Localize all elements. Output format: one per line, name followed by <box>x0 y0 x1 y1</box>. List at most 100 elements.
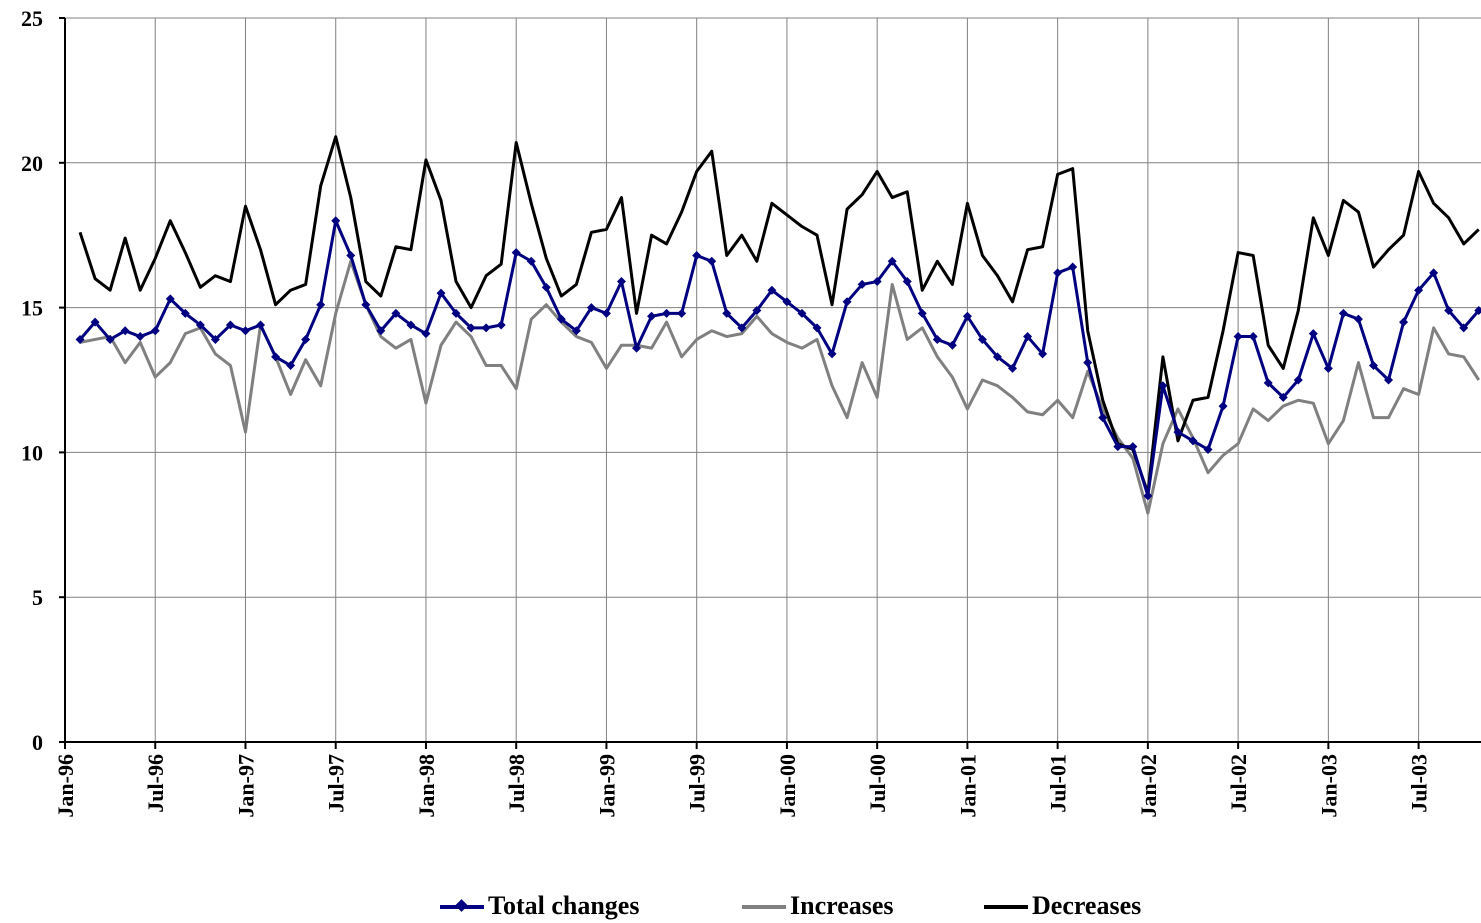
data-point-total-changes <box>1429 268 1439 278</box>
legend-item-increases: Increases <box>742 888 894 923</box>
data-point-total-changes <box>1158 381 1168 391</box>
x-tick-label: Jan-98 <box>414 754 439 818</box>
data-point-total-changes <box>210 334 220 344</box>
y-tick-label: 0 <box>32 730 43 755</box>
data-point-total-changes <box>1188 436 1198 446</box>
data-point-total-changes <box>722 308 732 318</box>
x-tick-label: Jan-02 <box>1136 754 1161 818</box>
data-point-total-changes <box>842 297 852 307</box>
data-point-total-changes <box>466 323 476 333</box>
series-line-total-changes <box>78 219 1480 498</box>
data-point-total-changes <box>1459 323 1469 333</box>
legend-swatch-increases <box>742 896 786 916</box>
data-point-total-changes <box>977 334 987 344</box>
x-tick-label: Jan-99 <box>594 754 619 818</box>
data-point-total-changes <box>346 250 356 260</box>
y-tick-label: 20 <box>21 151 43 176</box>
data-point-total-changes <box>1338 308 1348 318</box>
data-point-total-changes <box>541 282 551 292</box>
data-point-total-changes <box>662 308 672 318</box>
x-tick-label: Jul-96 <box>143 754 168 813</box>
legend-label-decreases: Decreases <box>1032 890 1142 920</box>
x-tick-label: Jan-97 <box>233 754 258 818</box>
legend-swatch-total-changes <box>440 896 484 916</box>
data-point-total-changes <box>707 256 717 266</box>
data-point-total-changes <box>481 323 491 333</box>
data-point-total-changes <box>586 303 596 313</box>
data-point-total-changes <box>1173 427 1183 437</box>
y-tick-label: 5 <box>32 585 43 610</box>
data-point-total-changes <box>647 311 657 321</box>
data-point-total-changes <box>135 332 145 342</box>
x-tick-label: Jul-01 <box>1046 754 1071 813</box>
data-point-total-changes <box>421 329 431 339</box>
data-point-total-changes <box>1203 445 1213 455</box>
data-point-total-changes <box>571 326 581 336</box>
data-point-total-changes <box>1323 363 1333 373</box>
data-point-total-changes <box>1143 491 1153 501</box>
data-point-total-changes <box>1353 314 1363 324</box>
y-tick-labels: 0 5 10 15 20 25 <box>21 6 43 755</box>
data-point-total-changes <box>90 317 100 327</box>
x-tick-label: Jan-01 <box>955 754 980 818</box>
data-point-total-changes <box>1399 317 1409 327</box>
data-point-total-changes <box>150 326 160 336</box>
data-point-total-changes <box>1384 375 1394 385</box>
data-point-total-changes <box>932 334 942 344</box>
y-tick-label: 25 <box>21 6 43 31</box>
y-tick-label: 15 <box>21 296 43 321</box>
data-point-total-changes <box>797 308 807 318</box>
legend-label-increases: Increases <box>790 890 894 920</box>
data-point-total-changes <box>737 323 747 333</box>
data-point-total-changes <box>1368 361 1378 371</box>
data-point-total-changes <box>1293 375 1303 385</box>
data-point-total-changes <box>1474 305 1481 315</box>
data-point-total-changes <box>180 308 190 318</box>
legend-item-decreases: Decreases <box>984 888 1141 923</box>
data-point-total-changes <box>1023 332 1033 342</box>
data-point-total-changes <box>1248 332 1258 342</box>
data-point-total-changes <box>962 311 972 321</box>
data-point-total-changes <box>75 334 85 344</box>
x-tick-labels: Jan-96 Jul-96 Jan-97 Jul-97 Jan-98 Jul-98 Jan-… <box>53 754 1432 818</box>
data-point-total-changes <box>1263 378 1273 388</box>
x-tick-label: Jan-96 <box>53 754 78 818</box>
data-point-total-changes <box>902 277 912 287</box>
data-point-total-changes <box>105 334 115 344</box>
data-point-total-changes <box>496 320 506 330</box>
data-point-total-changes <box>1218 401 1228 411</box>
data-point-total-changes <box>406 320 416 330</box>
legend-swatch-decreases <box>984 896 1028 916</box>
data-point-total-changes <box>1233 332 1243 342</box>
x-tick-label: Jan-00 <box>775 754 800 818</box>
data-point-total-changes <box>782 297 792 307</box>
data-point-total-changes <box>256 320 266 330</box>
data-point-total-changes <box>692 250 702 260</box>
data-point-total-changes <box>120 326 130 336</box>
data-point-total-changes <box>887 256 897 266</box>
data-point-total-changes <box>376 326 386 336</box>
series-line-increases <box>79 259 1481 515</box>
data-point-total-changes <box>1128 442 1138 452</box>
data-point-total-changes <box>271 352 281 362</box>
gridlines <box>65 17 1481 742</box>
data-point-total-changes <box>526 256 536 266</box>
x-tick-label: Jul-98 <box>504 754 529 813</box>
data-point-total-changes <box>1113 442 1123 452</box>
x-tick-label: Jul-99 <box>685 754 710 813</box>
data-point-total-changes <box>1414 285 1424 295</box>
data-point-total-changes <box>677 308 687 318</box>
legend-label-total-changes: Total changes <box>488 890 640 920</box>
data-point-total-changes <box>1068 262 1078 272</box>
data-point-total-changes <box>316 300 326 310</box>
series-line-decreases <box>78 135 1480 495</box>
x-tick-label: Jan-03 <box>1316 754 1341 818</box>
data-point-total-changes <box>767 285 777 295</box>
x-tick-label: Jul-97 <box>324 754 349 813</box>
data-point-total-changes <box>992 352 1002 362</box>
data-point-total-changes <box>1008 363 1018 373</box>
data-point-total-changes <box>240 326 250 336</box>
axes <box>59 17 1481 749</box>
data-point-total-changes <box>1053 268 1063 278</box>
x-tick-label: Jul-03 <box>1407 754 1432 813</box>
